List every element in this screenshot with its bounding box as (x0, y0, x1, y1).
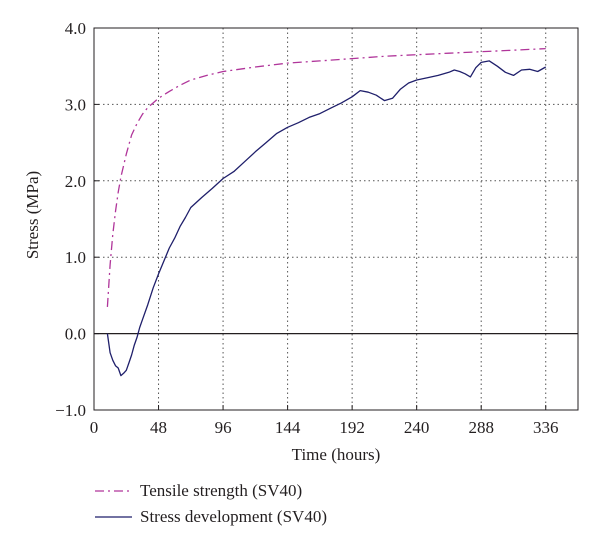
y-tick-label: 1.0 (65, 248, 86, 267)
x-tick-label: 240 (404, 418, 430, 437)
y-axis-label: Stress (MPa) (23, 171, 42, 259)
x-tick-label: 192 (339, 418, 365, 437)
y-tick-label: 4.0 (65, 19, 86, 38)
x-tick-label: 336 (533, 418, 559, 437)
series-layer (106, 47, 547, 377)
x-tick-label: 96 (215, 418, 232, 437)
legend: Tensile strength (SV40) Stress developmen… (95, 481, 327, 526)
y-tick-label: 3.0 (65, 95, 86, 114)
grid-lines (94, 28, 578, 410)
y-tick-label: −1.0 (55, 401, 86, 420)
plot-area-frame (93, 27, 579, 411)
series-line-1 (106, 47, 546, 307)
x-tick-label: 288 (468, 418, 494, 437)
legend-label-1: Tensile strength (SV40) (140, 481, 302, 500)
x-tick-label: 144 (275, 418, 301, 437)
x-tick-label: 0 (90, 418, 99, 437)
series-line-2 (106, 60, 547, 377)
y-tick-label: 2.0 (65, 172, 86, 191)
x-tick-label: 48 (150, 418, 167, 437)
legend-label-2: Stress development (SV40) (140, 507, 327, 526)
x-axis-label: Time (hours) (292, 445, 381, 464)
axis-ticks: 0 48 96 144 192 240 288 336 −1.0 0.0 1.0 2.0 3.0 4.0 (55, 19, 558, 437)
y-tick-label: 0.0 (65, 325, 86, 344)
